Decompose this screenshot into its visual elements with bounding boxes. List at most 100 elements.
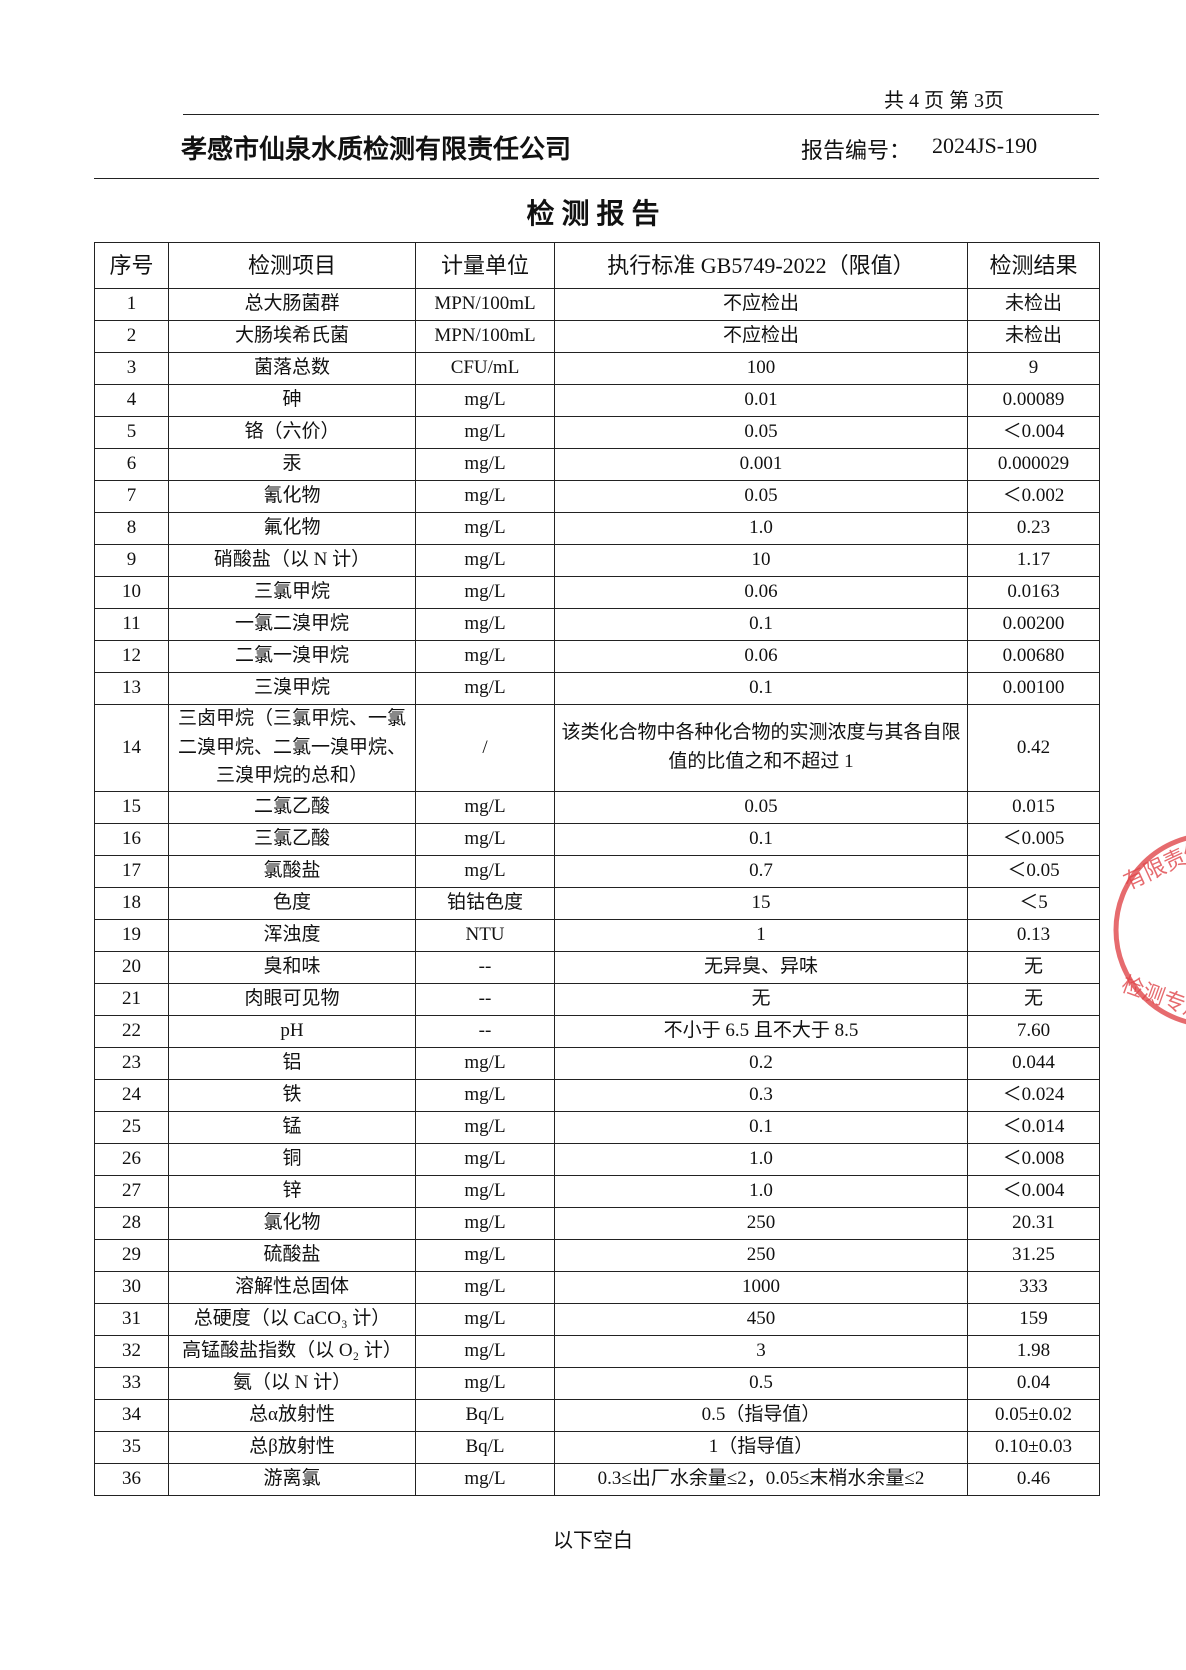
table-cell: 29 (94, 1238, 169, 1272)
table-cell: 1 (554, 918, 968, 952)
table-cell: 总β放射性 (168, 1430, 416, 1464)
table-cell: 汞 (168, 448, 416, 481)
table-cell: ＜0.05 (967, 854, 1100, 888)
table-cell: 16 (94, 822, 169, 856)
table-cell: 1 (94, 288, 169, 321)
table-cell: 19 (94, 918, 169, 952)
table-body: 1 总大肠菌群 MPN/100mL 不应检出 未检出 2 大肠埃希氏菌 MPN/100mL 不应… (94, 288, 1100, 1496)
table-cell: 总硬度（以 CaCO₃ 计） (168, 1302, 416, 1336)
table-cell: 0.0163 (967, 576, 1100, 609)
table-row: 17 氯酸盐 mg/L 0.7 ＜0.05 (94, 854, 1100, 888)
table-cell: -- (415, 1014, 555, 1048)
table-cell: mg/L (415, 640, 555, 673)
table-cell: 该类化合物中各种化合物的实测浓度与其各自限值的比值之和不超过 1 (554, 704, 968, 792)
table-cell: 不应检出 (554, 288, 968, 321)
table-row: 5 铬（六价） mg/L 0.05 ＜0.004 (94, 416, 1100, 449)
table-cell: mg/L (415, 448, 555, 481)
table-cell: 0.06 (554, 576, 968, 609)
table-cell: mg/L (415, 384, 555, 417)
table-cell: ＜0.004 (967, 1174, 1100, 1208)
header-cell: 计量单位 (415, 242, 555, 289)
table-row: 27 锌 mg/L 1.0 ＜0.004 (94, 1174, 1100, 1208)
table-row: 4 砷 mg/L 0.01 0.00089 (94, 384, 1100, 417)
table-cell: 31.25 (967, 1238, 1100, 1272)
table-cell: 无 (967, 950, 1100, 984)
table-cell: mg/L (415, 1270, 555, 1304)
table-cell: 27 (94, 1174, 169, 1208)
table-cell: 氰化物 (168, 480, 416, 513)
table-cell: 30 (94, 1270, 169, 1304)
table-cell: 0.1 (554, 608, 968, 641)
table-row: 1 总大肠菌群 MPN/100mL 不应检出 未检出 (94, 288, 1100, 321)
stamp: 有限责任 检测专用 (1113, 835, 1186, 1025)
table-cell: ＜0.024 (967, 1078, 1100, 1112)
table-cell: mg/L (415, 512, 555, 545)
table-cell: 铂钴色度 (415, 886, 555, 920)
table-row: 23 铝 mg/L 0.2 0.044 (94, 1046, 1100, 1080)
table-cell: 0.42 (967, 704, 1100, 792)
table-cell: 0.23 (967, 512, 1100, 545)
table-cell: 0.1 (554, 822, 968, 856)
table-row: 3 菌落总数 CFU/mL 100 9 (94, 352, 1100, 385)
table-cell: 0.001 (554, 448, 968, 481)
table-cell: 9 (967, 352, 1100, 385)
table-cell: 0.1 (554, 1110, 968, 1144)
table-cell: 铝 (168, 1046, 416, 1080)
table-row: 20 臭和味 -- 无异臭、异味无 (94, 950, 1100, 984)
table-row: 9 硝酸盐（以 N 计） mg/L 10 1.17 (94, 544, 1100, 577)
table-cell: 一氯二溴甲烷 (168, 608, 416, 641)
table-cell: mg/L (415, 822, 555, 856)
table-cell: ＜0.004 (967, 416, 1100, 449)
table-cell: mg/L (415, 608, 555, 641)
table-cell: 450 (554, 1302, 968, 1336)
table-cell: 氯酸盐 (168, 854, 416, 888)
table-cell: mg/L (415, 1366, 555, 1400)
table-cell: 32 (94, 1334, 169, 1368)
table-cell: 0.00680 (967, 640, 1100, 673)
table-cell: Bq/L (415, 1430, 555, 1464)
table-cell: 35 (94, 1430, 169, 1464)
table-cell: 浑浊度 (168, 918, 416, 952)
table-row: 15 二氯乙酸 mg/L 0.05 0.015 (94, 790, 1100, 824)
rule (94, 178, 1099, 179)
header-cell: 检测结果 (967, 242, 1100, 289)
table-cell: mg/L (415, 1174, 555, 1208)
table-cell: 15 (554, 886, 968, 920)
table-cell: 锌 (168, 1174, 416, 1208)
table-cell: 28 (94, 1206, 169, 1240)
table-cell: 26 (94, 1142, 169, 1176)
table-cell: 1.0 (554, 512, 968, 545)
table-row: 30 溶解性总固体 mg/L 1000 333 (94, 1270, 1100, 1304)
table-cell: 333 (967, 1270, 1100, 1304)
table-cell: 36 (94, 1462, 169, 1496)
header-row: 序号 检测项目 计量单位 执行标准 GB5749-2022（限值） 检测结果 (94, 242, 1100, 289)
table-cell: 0.01 (554, 384, 968, 417)
table-cell: 1.17 (967, 544, 1100, 577)
table-row: 21 肉眼可见物 -- 无无 (94, 982, 1100, 1016)
table-cell: 21 (94, 982, 169, 1016)
table-cell: 硫酸盐 (168, 1238, 416, 1272)
table-cell: 0.10±0.03 (967, 1430, 1100, 1464)
page-info: 共 4 页 第 3页 (884, 90, 1004, 112)
table-cell: 0.06 (554, 640, 968, 673)
table-cell: 0.13 (967, 918, 1100, 952)
table-cell: 12 (94, 640, 169, 673)
table-cell: 25 (94, 1110, 169, 1144)
table-row: 25 锰 mg/L 0.1 ＜0.014 (94, 1110, 1100, 1144)
table-row: 29 硫酸盐 mg/L 250 31.25 (94, 1238, 1100, 1272)
table-cell: 1.0 (554, 1142, 968, 1176)
table-cell: 23 (94, 1046, 169, 1080)
table-cell: 三溴甲烷 (168, 672, 416, 705)
title: 检 测 报 告 (526, 199, 660, 230)
table-cell: 0.05 (554, 416, 968, 449)
table-cell: 不小于 6.5 且不大于 8.5 (554, 1014, 968, 1048)
table-row: 28 氯化物 mg/L 250 20.31 (94, 1206, 1100, 1240)
table-cell: 14 (94, 704, 169, 792)
table-cell: 氟化物 (168, 512, 416, 545)
table-row: 35 总β放射性 Bq/L 1（指导值） 0.10±0.03 (94, 1430, 1100, 1464)
table-cell: mg/L (415, 1462, 555, 1496)
table-cell: 0.00100 (967, 672, 1100, 705)
table-cell: 2 (94, 320, 169, 353)
table-cell: 0.5 (554, 1366, 968, 1400)
table-row: 34 总α放射性 Bq/L 0.5（指导值） 0.05±0.02 (94, 1398, 1100, 1432)
